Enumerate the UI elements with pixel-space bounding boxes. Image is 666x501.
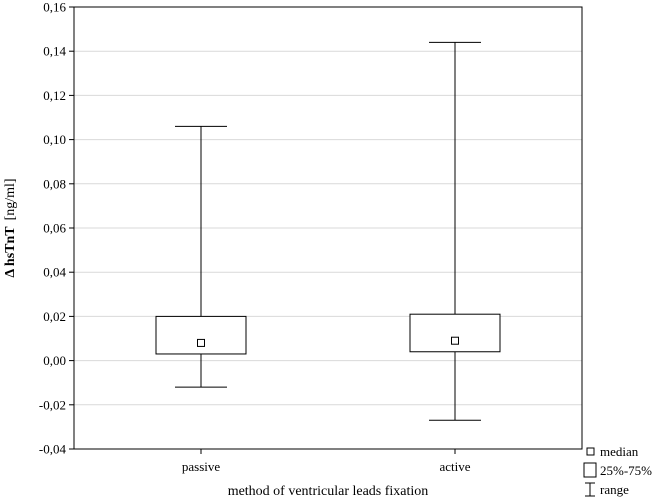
legend-range-symbol: [585, 482, 595, 497]
box-iqr: [155, 315, 247, 355]
box-passive: [155, 125, 247, 388]
y-tick-label: 0,10: [43, 132, 66, 147]
y-tick-label: 0,16: [43, 0, 66, 15]
x-tick-label: active: [439, 459, 470, 474]
y-axis-title-unit: [ng/ml]: [3, 178, 18, 220]
legend-range-label: range: [600, 482, 629, 497]
legend-box-label: 25%-75%: [600, 463, 652, 478]
legend-median-symbol: [586, 447, 595, 456]
y-axis-title: Δ hsTnT [ng/ml]: [3, 178, 18, 277]
boxes: [155, 41, 501, 421]
y-tick-label: 0,04: [43, 265, 66, 280]
x-tick-label: passive: [182, 459, 221, 474]
x-axis-title: method of ventricular leads fixation: [228, 484, 429, 499]
y-axis: -0,04 -0,02 0,00 0,02 0,04 0,06 0,08 0,10 0,12 0,…: [39, 0, 74, 457]
y-tick-label: 0,12: [43, 88, 66, 103]
y-tick-label: 0,06: [43, 221, 66, 236]
median-marker: [197, 338, 205, 347]
median-marker: [451, 336, 459, 345]
y-tick-label: 0,02: [43, 309, 66, 324]
y-tick-label: 0,08: [43, 176, 66, 191]
y-tick-label: 0,14: [43, 44, 66, 59]
box-active: [409, 41, 501, 421]
y-tick-label: 0,00: [43, 353, 66, 368]
legend: median 25%-75% range: [583, 444, 652, 497]
box-iqr: [409, 313, 501, 353]
legend-box-symbol: [583, 462, 597, 478]
x-axis: passive active: [182, 449, 471, 474]
legend-median-label: median: [600, 444, 639, 459]
y-tick-label: -0,04: [39, 442, 67, 457]
y-axis-title-main: Δ hsTnT: [3, 226, 18, 278]
gridlines: [74, 50, 582, 406]
y-tick-label: -0,02: [39, 397, 66, 412]
